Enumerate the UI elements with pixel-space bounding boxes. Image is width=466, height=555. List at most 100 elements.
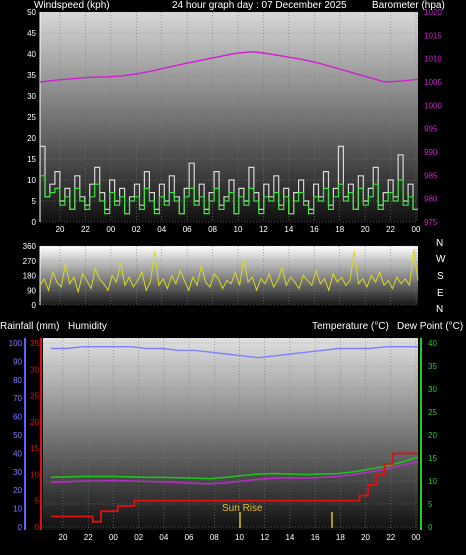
direction-y-tick: 360 <box>23 242 37 251</box>
humidity-y-tick: 100 <box>9 339 23 348</box>
temp-x-tick: 12 <box>260 533 269 542</box>
temp-x-tick: 18 <box>336 533 345 542</box>
wind-y-tick: 35 <box>27 71 36 80</box>
rain-y-tick: 35 <box>30 339 39 348</box>
rainfall-series <box>51 452 418 523</box>
temp-y-tick: 30 <box>428 385 437 394</box>
barometer-axis-title: Barometer (hpa) <box>372 0 445 11</box>
temp-x-tick: 00 <box>412 533 421 542</box>
wind-y-tick: 30 <box>27 92 36 101</box>
temp-x-tick: 10 <box>235 533 244 542</box>
baro-y-tick: 1000 <box>424 101 442 110</box>
temp-x-tick: 20 <box>361 533 370 542</box>
direction-y-tick: 90 <box>27 286 36 295</box>
baro-y-tick: 1005 <box>424 78 442 87</box>
temperature-series <box>50 456 419 480</box>
temp-plot-area <box>43 338 418 530</box>
baro-y-tick: 980 <box>424 195 438 204</box>
humidity-y-tick: 20 <box>13 486 22 495</box>
wind-x-tick: 20 <box>361 225 370 234</box>
humidity-y-tick: 80 <box>13 376 22 385</box>
wind-x-tick: 06 <box>183 225 192 234</box>
direction-y-tick: 0 <box>32 301 37 310</box>
baro-y-tick: 1010 <box>424 55 442 64</box>
direction-series <box>39 249 419 294</box>
humidity-y-tick: 90 <box>13 357 22 366</box>
baro-y-tick: 1015 <box>424 31 442 40</box>
windspeed-axis-title: Windspeed (kph) <box>34 0 110 11</box>
wind-y-tick: 10 <box>27 176 36 185</box>
temp-x-tick: 08 <box>210 533 219 542</box>
compass-s: S <box>437 271 444 282</box>
wind-x-tick: 20 <box>56 225 65 234</box>
temp-x-tick: 14 <box>285 533 294 542</box>
temp-y-tick: 20 <box>428 431 437 440</box>
wind-x-tick: 08 <box>208 225 217 234</box>
wind-x-tick: 10 <box>234 225 243 234</box>
humidity-y-tick: 0 <box>18 523 23 532</box>
barometer-series <box>39 50 419 83</box>
rain-y-tick: 0 <box>35 523 40 532</box>
dewpoint-axis-title: Dew Point (°C) <box>397 321 464 332</box>
humidity-y-tick: 10 <box>13 505 22 514</box>
temp-x-tick: 02 <box>134 533 143 542</box>
humidity-y-tick: 50 <box>13 431 22 440</box>
wind-x-tick: 00 <box>106 225 115 234</box>
wind-x-tick: 22 <box>386 225 395 234</box>
rain-y-tick: 30 <box>30 365 39 374</box>
baro-y-tick: 990 <box>424 148 438 157</box>
temperature-axis-title: Temperature (°C) <box>312 321 389 332</box>
temp-y-tick: 25 <box>428 408 437 417</box>
wind-x-tick: 16 <box>310 225 319 234</box>
compass-e: E <box>437 288 444 299</box>
temp-x-tick: 22 <box>84 533 93 542</box>
baro-y-tick: 1020 <box>424 8 442 17</box>
wind-x-tick: 00 <box>412 225 421 234</box>
wind-x-tick: 12 <box>259 225 268 234</box>
humidity-y-tick: 60 <box>13 413 22 422</box>
wind-y-tick: 15 <box>27 155 36 164</box>
compass-n-bottom: N <box>436 304 444 315</box>
wind-x-tick: 22 <box>81 225 90 234</box>
wind-y-tick: 40 <box>27 50 36 59</box>
baro-y-tick: 985 <box>424 171 438 180</box>
rain-y-tick: 10 <box>30 470 39 479</box>
wind-x-tick: 02 <box>132 225 141 234</box>
humidity-axis-title: Humidity <box>68 321 107 332</box>
baro-y-tick: 975 <box>424 218 438 227</box>
compass-w: W <box>436 254 446 265</box>
rain-y-tick: 15 <box>30 444 39 453</box>
wind-y-tick: 25 <box>27 113 36 122</box>
sunrise-label: Sun Rise <box>222 503 263 514</box>
compass-n-top: N <box>436 238 444 249</box>
rain-y-tick: 20 <box>30 418 39 427</box>
humidity-series <box>51 346 418 359</box>
rain-y-tick: 5 <box>35 497 40 506</box>
temp-x-tick: 04 <box>159 533 168 542</box>
temp-x-tick: 00 <box>109 533 118 542</box>
rain-y-tick: 25 <box>30 392 39 401</box>
graph-date-title: 24 hour graph day : 07 December 2025 <box>172 0 347 11</box>
direction-y-tick: 270 <box>23 257 37 266</box>
temp-y-tick: 15 <box>428 454 437 463</box>
wind-y-tick: 50 <box>27 8 36 17</box>
temp-x-tick: 20 <box>59 533 68 542</box>
wind-y-tick: 5 <box>32 197 37 206</box>
temp-y-tick: 35 <box>428 362 437 371</box>
wind-x-tick: 18 <box>335 225 344 234</box>
direction-y-tick: 180 <box>23 272 37 281</box>
temp-x-tick: 06 <box>185 533 194 542</box>
humidity-y-tick: 40 <box>13 449 22 458</box>
wind-y-tick: 45 <box>27 29 36 38</box>
gust-series <box>40 175 418 215</box>
baro-y-tick: 995 <box>424 125 438 134</box>
temp-y-tick: 5 <box>428 500 433 509</box>
temp-y-tick: 0 <box>428 523 433 532</box>
temp-x-tick: 22 <box>386 533 395 542</box>
temp-y-tick: 10 <box>428 477 437 486</box>
wind-x-tick: 14 <box>284 225 293 234</box>
temp-x-tick: 16 <box>311 533 320 542</box>
humidity-y-tick: 70 <box>13 394 22 403</box>
humidity-y-tick: 30 <box>13 468 22 477</box>
